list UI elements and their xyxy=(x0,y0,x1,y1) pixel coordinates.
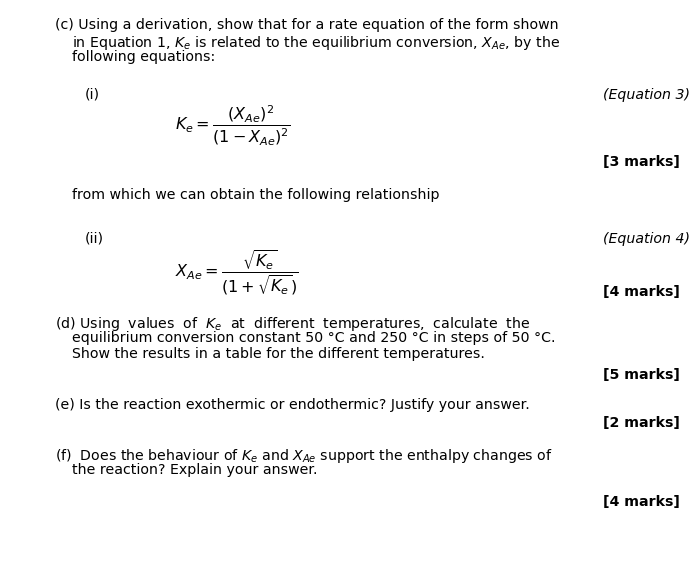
Text: Show the results in a table for the different temperatures.: Show the results in a table for the diff… xyxy=(72,347,485,361)
Text: [4 marks]: [4 marks] xyxy=(603,285,680,299)
Text: [5 marks]: [5 marks] xyxy=(603,368,680,382)
Text: from which we can obtain the following relationship: from which we can obtain the following r… xyxy=(72,188,440,202)
Text: (Equation 4): (Equation 4) xyxy=(603,232,690,246)
Text: (i): (i) xyxy=(85,88,100,102)
Text: $K_e = \dfrac{(X_{Ae})^2}{(1 - X_{Ae})^2}$: $K_e = \dfrac{(X_{Ae})^2}{(1 - X_{Ae})^2… xyxy=(175,103,290,147)
Text: the reaction? Explain your answer.: the reaction? Explain your answer. xyxy=(72,463,318,477)
Text: (f)  Does the behaviour of $K_e$ and $X_{Ae}$ support the enthalpy changes of: (f) Does the behaviour of $K_e$ and $X_{… xyxy=(55,447,553,465)
Text: [2 marks]: [2 marks] xyxy=(603,416,680,430)
Text: (e) Is the reaction exothermic or endothermic? Justify your answer.: (e) Is the reaction exothermic or endoth… xyxy=(55,398,530,412)
Text: equilibrium conversion constant 50 °C and 250 °C in steps of 50 °C.: equilibrium conversion constant 50 °C an… xyxy=(72,331,556,345)
Text: (Equation 3): (Equation 3) xyxy=(603,88,690,102)
Text: (ii): (ii) xyxy=(85,232,104,246)
Text: $X_{Ae} = \dfrac{\sqrt{K_e}}{(1+\sqrt{K_e})}$: $X_{Ae} = \dfrac{\sqrt{K_e}}{(1+\sqrt{K_… xyxy=(175,248,298,296)
Text: [3 marks]: [3 marks] xyxy=(603,155,680,169)
Text: [4 marks]: [4 marks] xyxy=(603,495,680,509)
Text: in Equation 1, $K_e$ is related to the equilibrium conversion, $X_{Ae}$, by the: in Equation 1, $K_e$ is related to the e… xyxy=(72,34,560,52)
Text: (d) Using  values  of  $K_e$  at  different  temperatures,  calculate  the: (d) Using values of $K_e$ at different t… xyxy=(55,315,530,333)
Text: (c) Using a derivation, show that for a rate equation of the form shown: (c) Using a derivation, show that for a … xyxy=(55,18,559,32)
Text: following equations:: following equations: xyxy=(72,50,216,64)
